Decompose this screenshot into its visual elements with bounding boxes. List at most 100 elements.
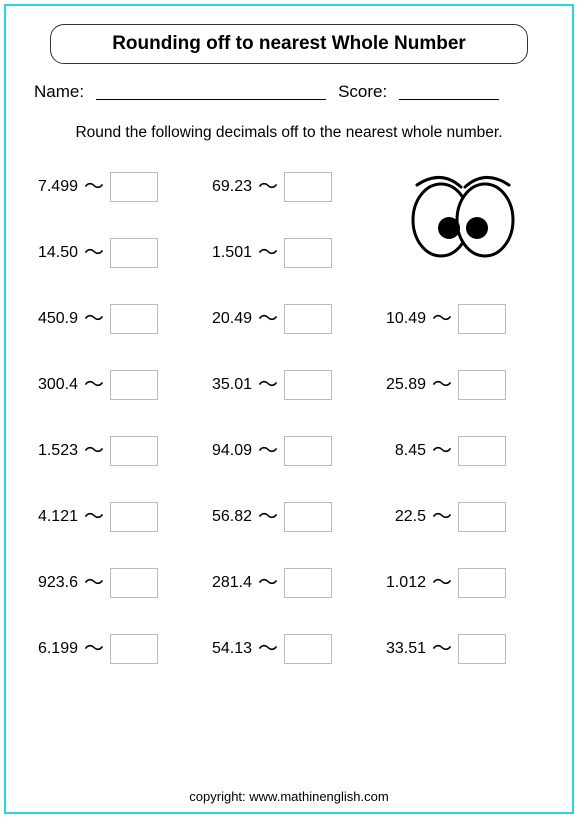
problem-number: 14.50 <box>32 244 78 262</box>
problem-item: 450.9 ～ <box>32 304 198 334</box>
approx-icon: ～ <box>432 441 452 461</box>
approx-icon: ～ <box>258 177 278 197</box>
eyes-icon <box>380 172 546 268</box>
problem-item: 14.50 ～ <box>32 238 198 268</box>
problem-item: 6.199 ～ <box>32 634 198 664</box>
answer-box[interactable] <box>284 568 332 598</box>
approx-icon: ～ <box>258 441 278 461</box>
problems-grid: 7.499～14.50～450.9～300.4～1.523～4.121～923.… <box>30 172 548 664</box>
problem-item: 923.6 ～ <box>32 568 198 598</box>
problem-number: 54.13 <box>206 640 252 658</box>
problem-item: 33.51 ～ <box>380 634 546 664</box>
problem-number: 281.4 <box>206 574 252 592</box>
problem-number: 1.523 <box>32 442 78 460</box>
problem-item: 1.012 ～ <box>380 568 546 598</box>
problem-item: 56.82 ～ <box>206 502 372 532</box>
approx-icon: ～ <box>432 375 452 395</box>
problem-number: 22.5 <box>380 508 426 526</box>
content-area: Rounding off to nearest Whole Number Nam… <box>6 6 572 674</box>
problem-number: 25.89 <box>380 376 426 394</box>
answer-box[interactable] <box>284 304 332 334</box>
problem-number: 300.4 <box>32 376 78 394</box>
worksheet-title: Rounding off to nearest Whole Number <box>50 24 528 64</box>
answer-box[interactable] <box>110 304 158 334</box>
answer-box[interactable] <box>458 304 506 334</box>
problem-item: 1.501 ～ <box>206 238 372 268</box>
answer-box[interactable] <box>284 502 332 532</box>
problem-number: 8.45 <box>380 442 426 460</box>
instruction-text: Round the following decimals off to the … <box>30 124 548 142</box>
problem-number: 7.499 <box>32 178 78 196</box>
page-frame: Rounding off to nearest Whole Number Nam… <box>4 4 574 814</box>
problem-item: 94.09 ～ <box>206 436 372 466</box>
problem-item: 25.89 ～ <box>380 370 546 400</box>
problem-item: 4.121 ～ <box>32 502 198 532</box>
approx-icon: ～ <box>258 375 278 395</box>
approx-icon: ～ <box>84 639 104 659</box>
problem-number: 1.012 <box>380 574 426 592</box>
problem-item: 7.499 ～ <box>32 172 198 202</box>
approx-icon: ～ <box>432 573 452 593</box>
answer-box[interactable] <box>110 502 158 532</box>
problem-number: 56.82 <box>206 508 252 526</box>
problem-number: 4.121 <box>32 508 78 526</box>
approx-icon: ～ <box>84 309 104 329</box>
problem-item: 69.23 ～ <box>206 172 372 202</box>
approx-icon: ～ <box>432 639 452 659</box>
answer-box[interactable] <box>458 634 506 664</box>
answer-box[interactable] <box>458 502 506 532</box>
answer-box[interactable] <box>458 370 506 400</box>
approx-icon: ～ <box>84 507 104 527</box>
approx-icon: ～ <box>258 573 278 593</box>
problem-number: 35.01 <box>206 376 252 394</box>
answer-box[interactable] <box>110 568 158 598</box>
answer-box[interactable] <box>110 370 158 400</box>
problem-number: 94.09 <box>206 442 252 460</box>
answer-box[interactable] <box>110 172 158 202</box>
problem-number: 10.49 <box>380 310 426 328</box>
approx-icon: ～ <box>432 507 452 527</box>
name-label: Name: <box>34 82 84 102</box>
approx-icon: ～ <box>432 309 452 329</box>
problem-item: 1.523 ～ <box>32 436 198 466</box>
name-input-line[interactable] <box>96 82 326 100</box>
problem-number: 1.501 <box>206 244 252 262</box>
problem-item: 20.49 ～ <box>206 304 372 334</box>
problem-item: 300.4 ～ <box>32 370 198 400</box>
problem-number: 69.23 <box>206 178 252 196</box>
problem-item: 54.13 ～ <box>206 634 372 664</box>
problem-item: 22.5 ～ <box>380 502 546 532</box>
approx-icon: ～ <box>84 573 104 593</box>
answer-box[interactable] <box>458 436 506 466</box>
problem-number: 20.49 <box>206 310 252 328</box>
answer-box[interactable] <box>284 370 332 400</box>
approx-icon: ～ <box>84 177 104 197</box>
problem-item: 10.49 ～ <box>380 304 546 334</box>
approx-icon: ～ <box>84 441 104 461</box>
score-label: Score: <box>338 82 387 102</box>
copyright-text: copyright: www.mathinenglish.com <box>6 789 572 804</box>
approx-icon: ～ <box>258 639 278 659</box>
problem-item: 281.4 ～ <box>206 568 372 598</box>
meta-row: Name: Score: <box>30 82 548 102</box>
problem-item: 35.01 ～ <box>206 370 372 400</box>
problem-number: 923.6 <box>32 574 78 592</box>
problem-item: 8.45 ～ <box>380 436 546 466</box>
approx-icon: ～ <box>258 507 278 527</box>
answer-box[interactable] <box>284 172 332 202</box>
answer-box[interactable] <box>284 634 332 664</box>
problem-number: 33.51 <box>380 640 426 658</box>
answer-box[interactable] <box>284 436 332 466</box>
problem-number: 450.9 <box>32 310 78 328</box>
answer-box[interactable] <box>110 634 158 664</box>
approx-icon: ～ <box>258 243 278 263</box>
answer-box[interactable] <box>110 436 158 466</box>
approx-icon: ～ <box>84 243 104 263</box>
answer-box[interactable] <box>110 238 158 268</box>
problem-number: 6.199 <box>32 640 78 658</box>
answer-box[interactable] <box>458 568 506 598</box>
approx-icon: ～ <box>258 309 278 329</box>
score-input-line[interactable] <box>399 82 499 100</box>
approx-icon: ～ <box>84 375 104 395</box>
answer-box[interactable] <box>284 238 332 268</box>
